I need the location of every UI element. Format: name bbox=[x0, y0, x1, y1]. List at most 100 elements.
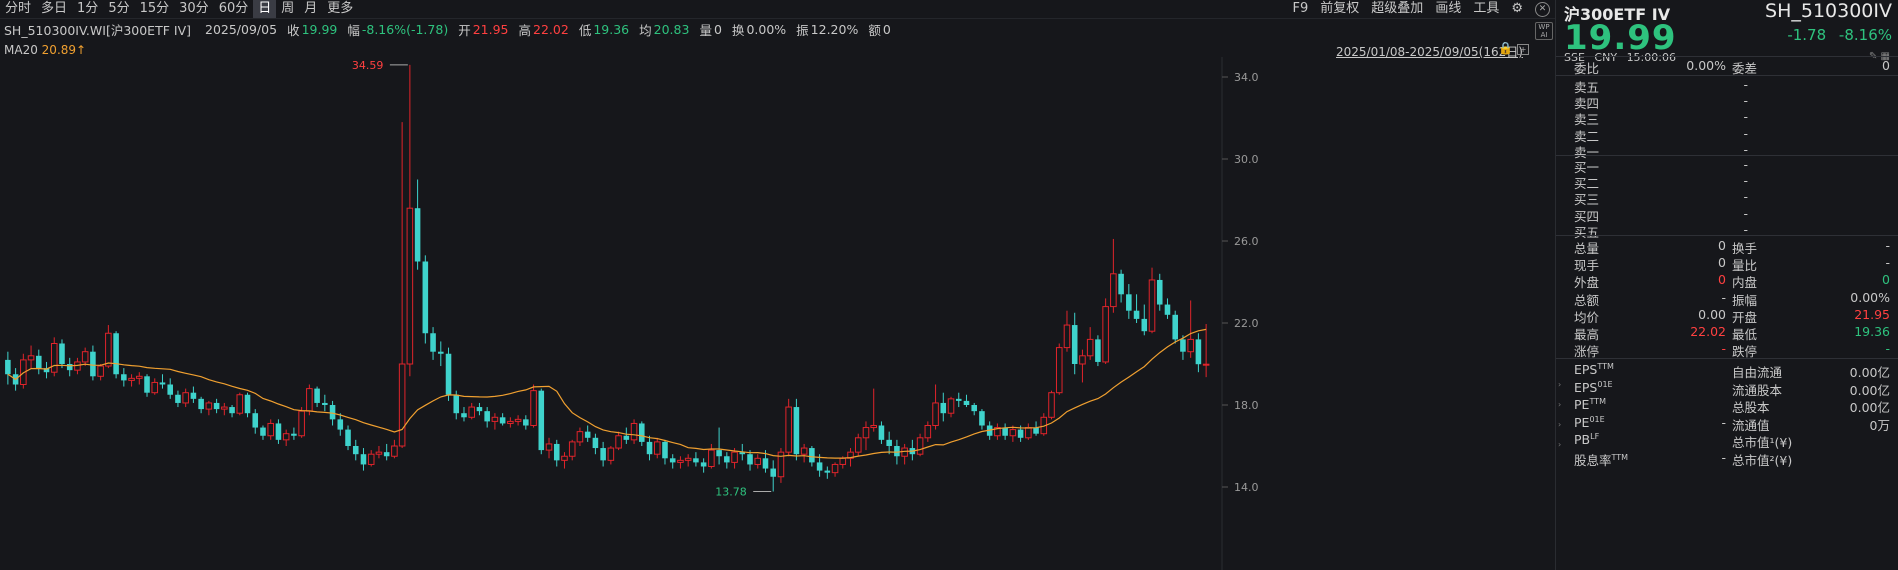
stat-value: - bbox=[1885, 255, 1890, 271]
stat-label: 最低 bbox=[1732, 327, 1758, 342]
candle-body bbox=[461, 413, 467, 418]
period-tab[interactable]: 多日 bbox=[41, 1, 68, 16]
candle-body bbox=[306, 388, 313, 412]
candle-body bbox=[523, 419, 529, 426]
candle-body bbox=[693, 458, 699, 463]
toolbar-right-item[interactable]: 画线 bbox=[1435, 1, 1462, 16]
candle-body bbox=[291, 433, 297, 436]
candle-body bbox=[623, 435, 630, 440]
candle-body bbox=[5, 359, 11, 375]
candle-body bbox=[809, 448, 815, 463]
fundamental-label: PETTM bbox=[1574, 397, 1606, 412]
stat-label: 均价 bbox=[1574, 309, 1600, 325]
period-tab[interactable]: 1分 bbox=[77, 1, 99, 16]
fundamental-label2: 总市值²(¥) bbox=[1732, 453, 1793, 468]
change-label: 幅 bbox=[347, 22, 360, 38]
fundamental-value: - bbox=[1721, 450, 1726, 465]
candle-body bbox=[1079, 355, 1086, 365]
candle-body bbox=[576, 431, 584, 443]
period-tab[interactable]: 周 bbox=[281, 1, 295, 16]
candle-body bbox=[831, 463, 839, 474]
fundamental-label: EPSTTM bbox=[1574, 362, 1614, 377]
y-tick-label: 14.0 bbox=[1234, 481, 1259, 494]
candle-body bbox=[422, 261, 429, 334]
ma-legend: MA20 20.89↑ bbox=[4, 43, 86, 57]
close-label: 收 bbox=[287, 22, 300, 38]
fundamental-value2: 0.00亿 bbox=[1849, 365, 1890, 380]
side-arrow-icon[interactable]: › bbox=[1558, 400, 1562, 409]
candle-body bbox=[453, 394, 460, 414]
candle-body bbox=[708, 449, 715, 468]
candle-body bbox=[793, 407, 800, 455]
candle-body bbox=[1071, 325, 1078, 364]
candle-body bbox=[367, 453, 375, 465]
period-tab[interactable]: 更多 bbox=[327, 1, 354, 16]
max-label: 34.59 bbox=[352, 59, 384, 72]
candle-body bbox=[924, 425, 932, 439]
side-arrow-icon[interactable]: › bbox=[1558, 440, 1562, 449]
fundamental-name: PE bbox=[1574, 397, 1590, 413]
candle-body bbox=[414, 208, 421, 262]
candle-body bbox=[800, 447, 808, 455]
candle-body bbox=[128, 377, 135, 381]
period-tab[interactable]: 5分 bbox=[108, 1, 130, 16]
candle-body bbox=[1009, 429, 1017, 437]
side-arrow-icon[interactable]: › bbox=[1558, 380, 1562, 389]
toolbar-right-item[interactable]: F9 bbox=[1292, 1, 1309, 16]
lock-icon[interactable]: 🔒 bbox=[1498, 41, 1513, 55]
stat-label: 总额 bbox=[1574, 292, 1600, 308]
candle-body bbox=[1133, 310, 1140, 319]
period-tab[interactable]: 日 bbox=[253, 0, 277, 18]
candle-body bbox=[530, 390, 537, 426]
period-tab[interactable]: 月 bbox=[304, 1, 318, 16]
candle-body bbox=[430, 333, 436, 352]
stat-value: 19.36 bbox=[1854, 324, 1890, 339]
ask-price: - bbox=[1743, 93, 1748, 109]
candle-body bbox=[507, 420, 514, 424]
fundamental-row: PETTM 总股本 0.00亿 bbox=[1556, 397, 1898, 416]
date-range-label[interactable]: 2025/01/08-2025/09/05(162日) bbox=[1336, 45, 1523, 59]
candlestick-chart[interactable]: 34.0 30.0 26.0 22.0 18.0 14.0 34.59 13.78 bbox=[0, 57, 1555, 570]
divider bbox=[1556, 358, 1898, 359]
wp-ai-badge[interactable]: WP AI bbox=[1535, 22, 1553, 40]
weibi-row: 委比 0.00% 委差 0 bbox=[1556, 58, 1898, 77]
gear-icon[interactable]: ⚙ bbox=[1511, 1, 1523, 16]
close-icon[interactable]: ✕ bbox=[1535, 1, 1550, 17]
candle-body bbox=[267, 422, 274, 437]
candle-body bbox=[391, 445, 398, 457]
fundamental-label2: 总股本 bbox=[1732, 400, 1770, 416]
candle-body bbox=[213, 402, 220, 410]
ma-label: MA20 bbox=[4, 43, 38, 57]
candle-body bbox=[646, 441, 653, 455]
y-tick-label: 18.0 bbox=[1234, 399, 1259, 412]
period-tab[interactable]: 30分 bbox=[179, 1, 209, 16]
range-controls: 🔒 + bbox=[1498, 41, 1530, 55]
stat-value: 22.02 bbox=[1690, 324, 1726, 339]
candle-body bbox=[963, 400, 970, 405]
toolbar-right-item[interactable]: 工具 bbox=[1473, 1, 1500, 16]
fundamental-name: PE bbox=[1574, 414, 1590, 430]
candle-body bbox=[514, 418, 522, 422]
panel-divider bbox=[1555, 0, 1556, 570]
ask-label: 卖四 bbox=[1574, 96, 1600, 112]
candle-body bbox=[27, 355, 35, 361]
stat-value: - bbox=[1721, 289, 1726, 305]
candle-body bbox=[1126, 294, 1132, 311]
candle-body bbox=[870, 425, 877, 429]
bid-row: 买一 - bbox=[1556, 157, 1898, 176]
turnover-label: 换 bbox=[731, 22, 745, 38]
stat-value: - bbox=[1721, 341, 1726, 357]
candle-body bbox=[816, 462, 823, 471]
ask-label: 卖一 bbox=[1574, 144, 1600, 160]
candle-body bbox=[236, 394, 244, 414]
toolbar-right-item[interactable]: 前复权 bbox=[1320, 1, 1360, 16]
low-label: 低 bbox=[578, 22, 592, 38]
amount-label: 额 bbox=[868, 22, 881, 38]
toolbar-right-item[interactable]: 超级叠加 bbox=[1371, 1, 1424, 16]
period-tab[interactable]: 15分 bbox=[139, 1, 170, 16]
period-tab[interactable]: 分时 bbox=[5, 1, 32, 16]
period-tab[interactable]: 60分 bbox=[218, 1, 249, 16]
expand-icon[interactable]: + bbox=[1516, 44, 1530, 55]
fundamental-row: EPSTTM 自由流通 0.00亿 bbox=[1556, 362, 1898, 381]
side-arrow-icon[interactable]: › bbox=[1558, 420, 1562, 429]
